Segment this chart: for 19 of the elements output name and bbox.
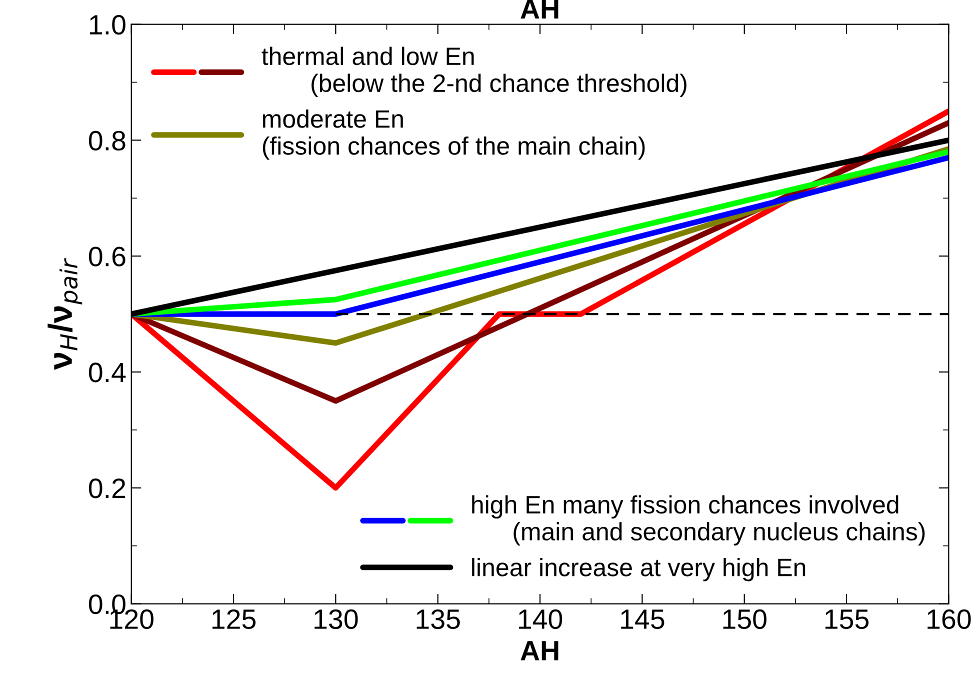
legend-label: thermal and low En (below the 2-nd chance threshold) [262, 46, 686, 98]
x-tick-label: 125 [212, 609, 256, 630]
y-tick-label: 0.6 [88, 246, 126, 266]
x-tick-label: 140 [518, 609, 562, 630]
x-tick-label: 160 [928, 609, 971, 630]
x-tick-label: 145 [621, 610, 664, 630]
y-tick-label: 1.0 [90, 14, 126, 35]
x-tick-label: 130 [314, 609, 358, 630]
legend-label: linear increase at very high En [472, 558, 806, 582]
x-tick-label: 155 [825, 610, 869, 630]
y-tick-label: 0.2 [88, 478, 126, 498]
legend-label: high En many fission chances involved (main and secondary nucleus chains) [472, 495, 925, 546]
x-tick-label: 135 [416, 609, 460, 630]
y-tick-label: 0.4 [88, 362, 126, 382]
y-tick-label: 0.8 [88, 130, 126, 151]
x-tick-label: 150 [723, 609, 766, 630]
y-axis-title: ν$_{H}$/ν$_{pair}$ [48, 258, 82, 370]
legend-label: moderate En (fission chances of the main chain) [262, 110, 645, 160]
x-axis-title: AH [520, 641, 558, 660]
